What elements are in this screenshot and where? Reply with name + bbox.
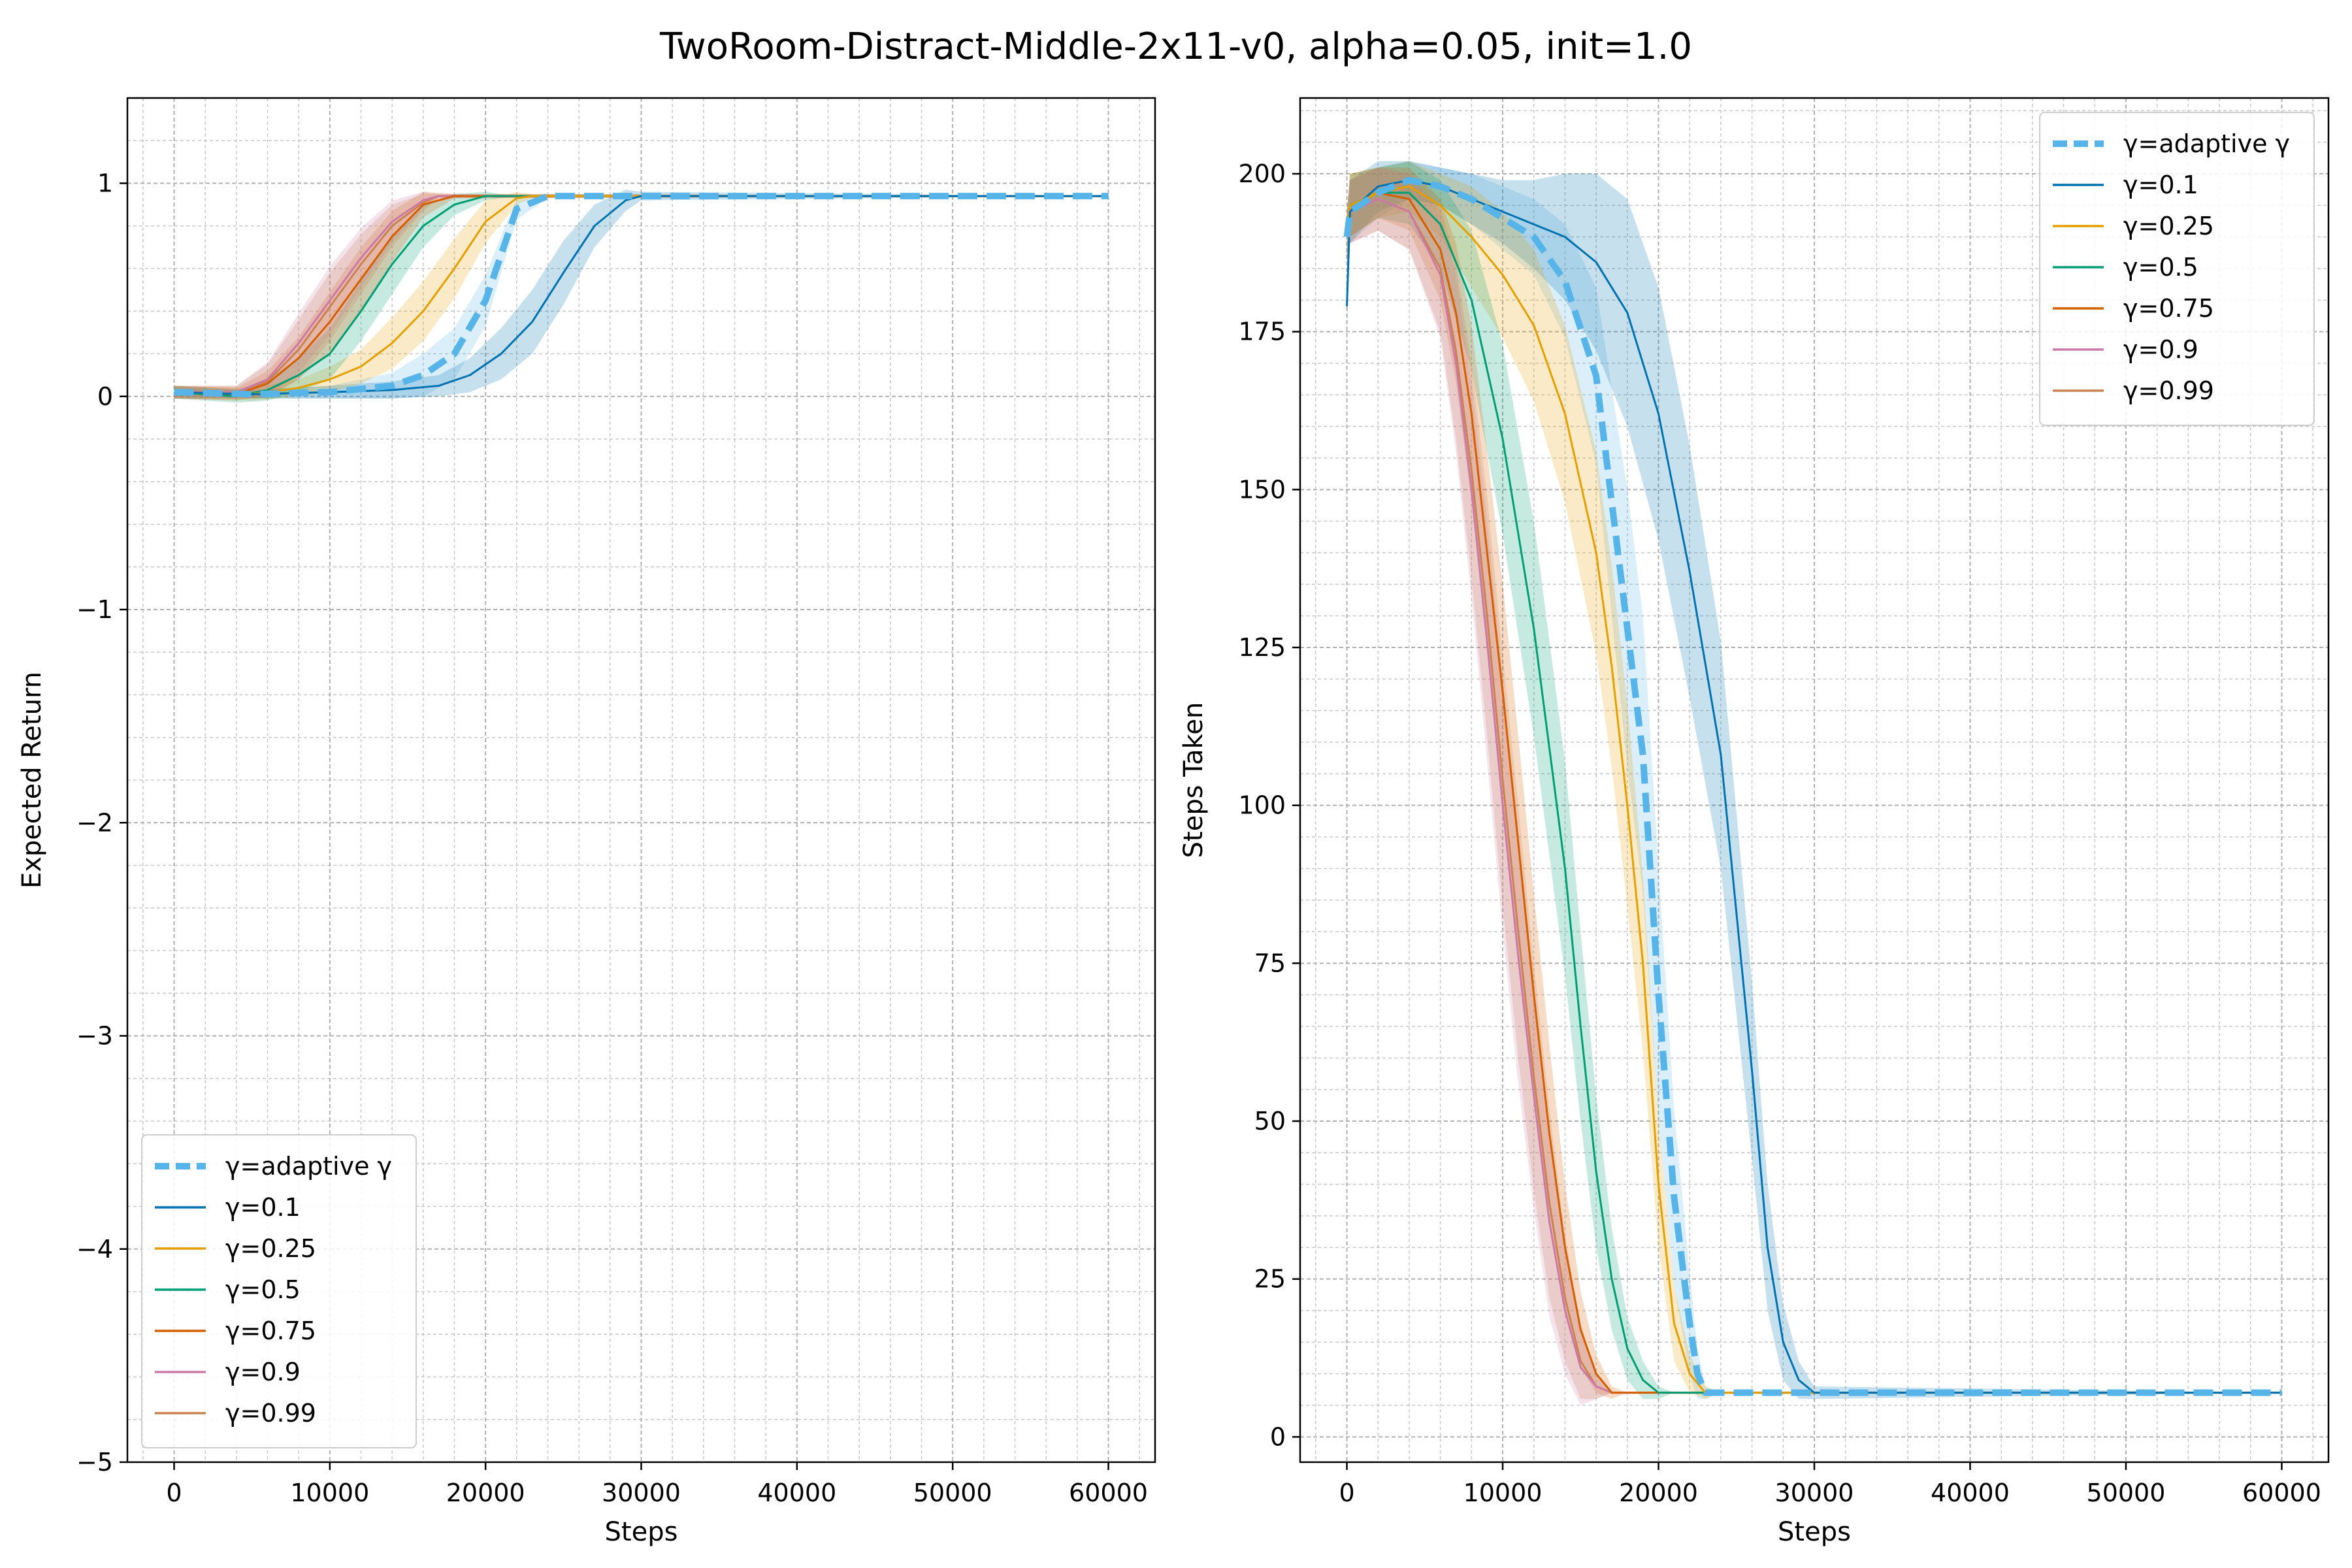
y-tick-label: 75: [1254, 949, 1286, 977]
y-tick-label: 200: [1238, 159, 1286, 188]
ticks: 0 10000 20000 30000 40000 50000 60000 −5 −4 −3 −2 −…: [76, 169, 1148, 1508]
series-line: [1346, 191, 2282, 1394]
y-tick-label: 25: [1254, 1265, 1286, 1294]
x-tick-label: 60000: [2242, 1478, 2321, 1507]
y-tick-label: 125: [1238, 633, 1286, 662]
x-tick-label: 30000: [602, 1478, 681, 1507]
series-line: [174, 195, 1109, 393]
y-axis-label: Steps Taken: [1179, 702, 1209, 858]
plot-series: [174, 189, 1109, 403]
confidence-band: [1347, 167, 2282, 1399]
series-line: [1346, 185, 2282, 1394]
y-tick-label: −5: [76, 1448, 113, 1477]
x-tick-label: 50000: [2087, 1478, 2166, 1507]
legend-label: γ=0.1: [2123, 171, 2198, 199]
y-tick-label: −3: [76, 1022, 113, 1051]
legend-frame: [141, 1134, 417, 1448]
x-tick-label: 0: [1339, 1478, 1354, 1507]
y-tick-label: 150: [1238, 475, 1286, 504]
confidence-band: [1347, 161, 2282, 1399]
legend-label: γ=0.5: [2123, 253, 2198, 282]
x-tick-label: 10000: [290, 1478, 369, 1507]
y-tick-label: 0: [97, 382, 113, 411]
x-tick-label: 20000: [446, 1478, 525, 1507]
confidence-band: [1347, 161, 2282, 1399]
y-axis-label: Expected Return: [17, 672, 47, 889]
x-tick-label: 10000: [1463, 1478, 1543, 1507]
confidence-band: [1347, 167, 2282, 1405]
y-tick-label: 50: [1254, 1107, 1286, 1135]
x-tick-label: 20000: [1619, 1478, 1698, 1507]
legend-label: γ=adaptive γ: [2123, 129, 2290, 158]
confidence-band: [1347, 167, 2282, 1399]
y-tick-label: 100: [1238, 791, 1286, 820]
y-tick-label: 1: [97, 169, 113, 198]
confidence-band: [174, 191, 1109, 401]
legend-label: γ=0.9: [225, 1358, 301, 1386]
y-tick-label: −1: [76, 595, 113, 624]
x-tick-label: 40000: [1931, 1478, 2010, 1507]
legend-label: γ=0.75: [2123, 294, 2214, 323]
y-tick-label: −2: [76, 808, 113, 837]
series-line: [1346, 191, 2282, 1394]
series-line: [1343, 176, 2282, 1396]
legend-label: γ=adaptive γ: [225, 1152, 392, 1181]
x-axis-label: Steps: [1778, 1517, 1851, 1547]
legend-label: γ=0.25: [225, 1234, 316, 1263]
y-tick-label: −4: [76, 1235, 113, 1264]
x-axis-label: Steps: [605, 1517, 678, 1547]
series-line: [174, 195, 1109, 395]
x-tick-label: 50000: [913, 1478, 992, 1507]
series-line: [174, 195, 1109, 395]
legend-label: γ=0.25: [2123, 212, 2214, 240]
y-tick-label: 175: [1238, 318, 1286, 346]
x-tick-label: 40000: [757, 1478, 836, 1507]
steps-taken-panel: 0 10000 20000 30000 40000 50000 60000 0 25 50 75 10…: [1179, 97, 2330, 1547]
y-tick-label: 0: [1270, 1422, 1286, 1451]
x-tick-label: 30000: [1775, 1478, 1854, 1507]
series-line: [174, 193, 1109, 398]
x-tick-label: 0: [166, 1478, 182, 1507]
x-tick-label: 60000: [1069, 1478, 1148, 1507]
legend: γ=adaptive γ γ=0.1 γ=0.25 γ=0.5 γ=0.75 γ=0.9 γ…: [141, 1134, 417, 1448]
series-line: [174, 195, 1109, 393]
legend-label: γ=0.75: [225, 1316, 316, 1345]
grid: [1300, 98, 2328, 1462]
plot-series: [1343, 161, 2282, 1405]
legend-label: γ=0.1: [225, 1193, 301, 1222]
legend-label: γ=0.5: [225, 1275, 301, 1304]
series-line: [1346, 198, 2282, 1394]
legend-label: γ=0.99: [225, 1399, 316, 1428]
expected-return-panel: 0 10000 20000 30000 40000 50000 60000 −5 −4 −3 −2 −…: [17, 97, 1156, 1547]
legend-label: γ=0.99: [2123, 376, 2214, 405]
legend: γ=adaptive γ γ=0.1 γ=0.25 γ=0.5 γ=0.75 γ=0.9 γ…: [2039, 112, 2315, 426]
legend-label: γ=0.9: [2123, 335, 2198, 364]
figure-title: TwoRoom-Distract-Middle-2x11-v0, alpha=0…: [659, 25, 1692, 68]
legend-frame: [2039, 112, 2315, 426]
ticks: 0 10000 20000 30000 40000 50000 60000 0 25 50 75 10…: [1238, 159, 2321, 1507]
